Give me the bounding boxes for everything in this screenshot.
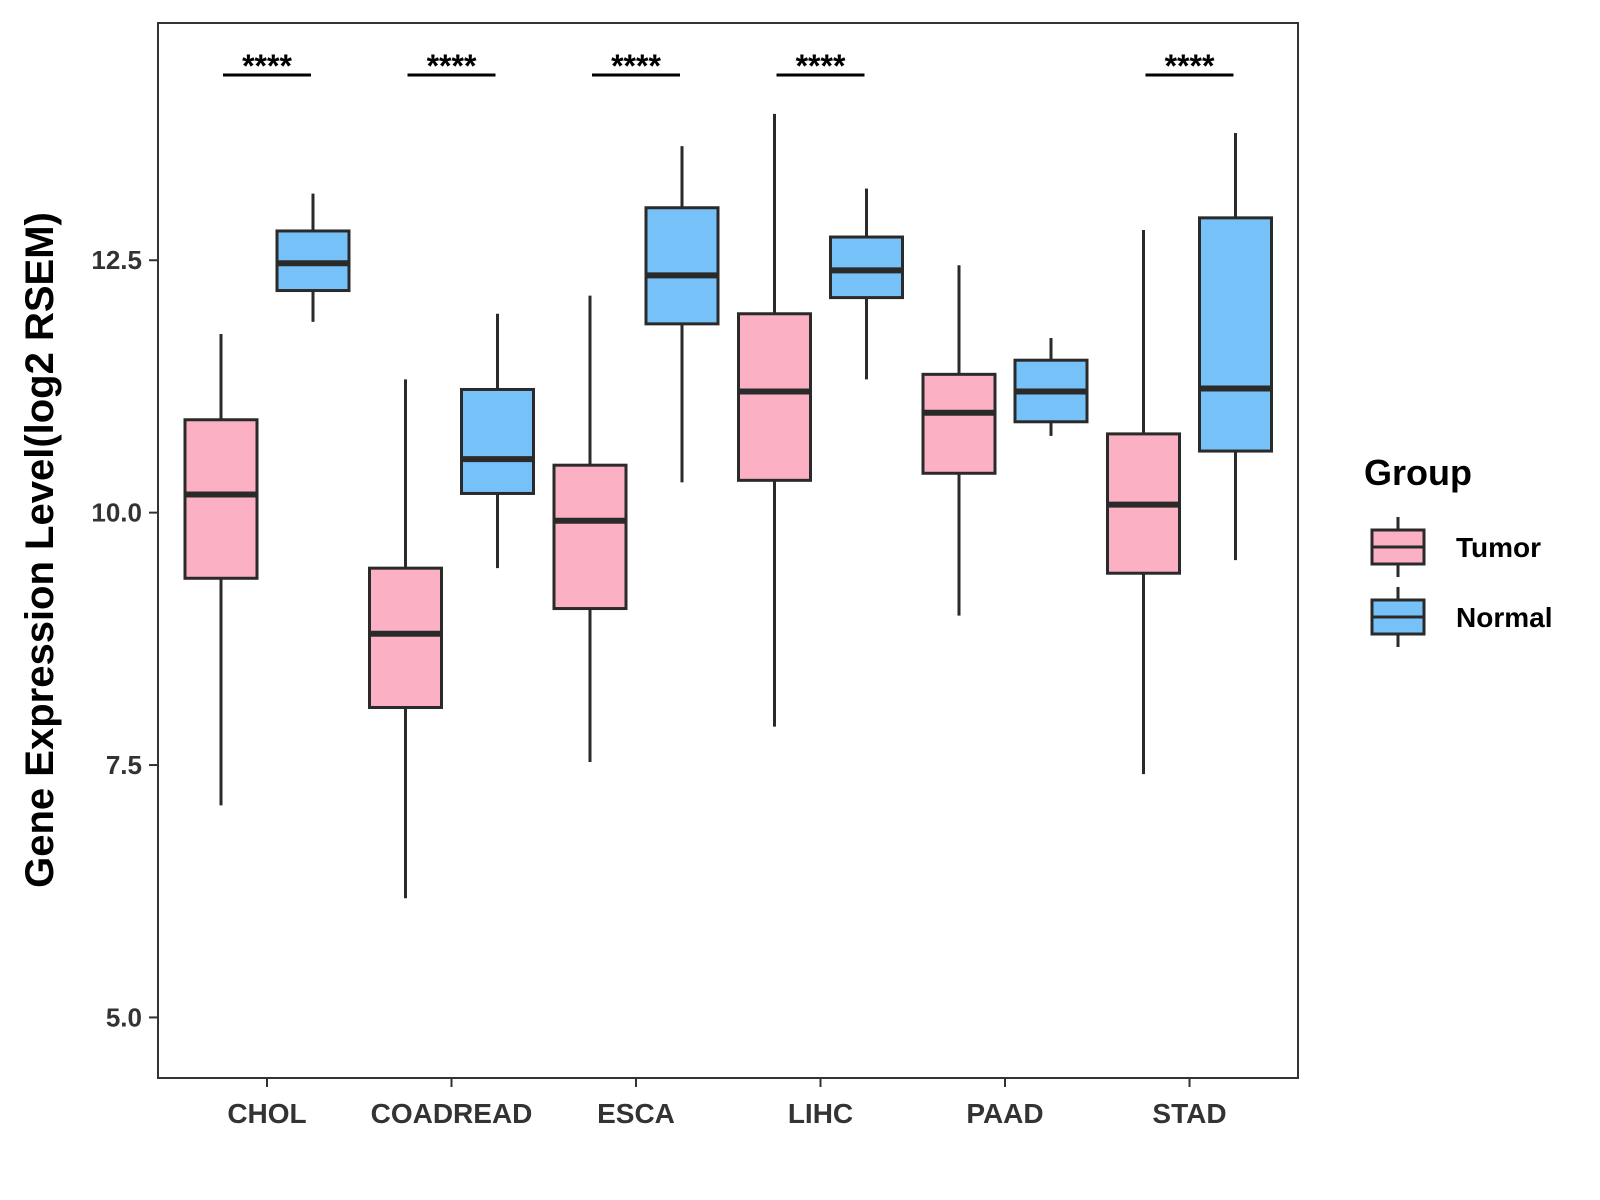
y-axis-title: Gene Expression Level(log2 RSEM) [18,212,62,888]
significance-label: **** [611,48,661,84]
y-axis: 5.0 7.5 10.0 12.5 [91,245,158,1032]
x-tick-label: ESCA [597,1098,675,1129]
significance-label: **** [427,48,477,84]
box-iqr [183,418,259,580]
x-axis: CHOL COADREAD ESCA LIHC PAAD STAD [227,1078,1227,1129]
y-tick-label: 5.0 [106,1002,142,1032]
box-normal-paad [1013,337,1089,436]
significance-label: **** [1165,48,1215,84]
x-tick-label: COADREAD [371,1098,533,1129]
box-normal-lihc [829,188,904,380]
box-normal-chol [275,193,351,322]
x-tick-label: LIHC [788,1098,853,1129]
box-iqr [1198,216,1273,453]
boxes [183,113,1273,899]
legend-title: Group [1364,452,1472,493]
y-tick-label: 10.0 [91,498,142,528]
box-iqr [552,463,628,611]
significance-label: **** [242,48,292,84]
y-tick-label: 7.5 [106,750,142,780]
box-tumor-esca [552,295,628,763]
box-tumor-lihc [737,113,812,727]
box-iqr [644,206,720,326]
significance-label: **** [796,48,846,84]
box-normal-coadread [460,313,535,569]
box-normal-esca [644,146,720,483]
legend-item-tumor: Tumor [1370,517,1541,577]
box-iqr [737,312,812,482]
box-iqr [829,235,904,300]
box-iqr [460,387,535,495]
box-tumor-stad [1106,229,1181,775]
legend-label: Tumor [1456,532,1541,563]
legend-label: Normal [1456,602,1552,633]
y-tick-label: 12.5 [91,245,142,275]
legend: Group Tumor Normal [1364,452,1552,647]
significance-annotations: **** **** **** **** **** [223,48,1234,84]
box-normal-stad [1198,133,1273,561]
box-iqr [921,372,997,475]
box-tumor-paad [921,265,997,616]
box-iqr [368,566,443,709]
x-tick-label: CHOL [227,1098,306,1129]
x-tick-label: PAAD [966,1098,1043,1129]
box-tumor-coadread [368,379,443,899]
box-tumor-chol [183,333,259,806]
legend-item-normal: Normal [1370,587,1552,647]
x-tick-label: STAD [1152,1098,1226,1129]
